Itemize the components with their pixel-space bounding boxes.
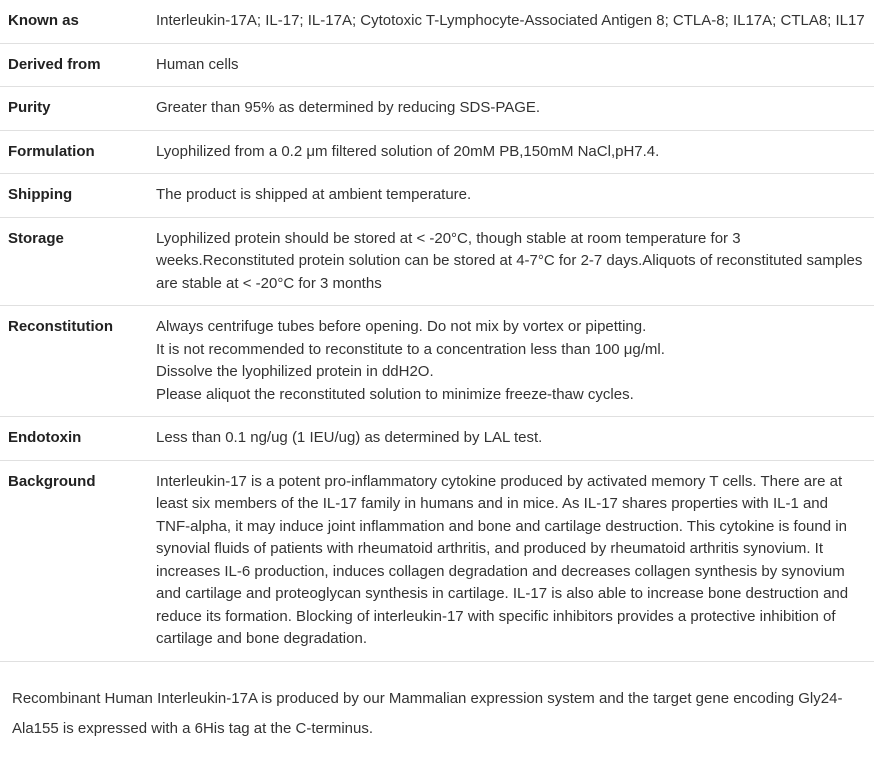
spec-row-label: Storage [0,217,148,306]
spec-row-label: Shipping [0,174,148,218]
spec-row-label: Formulation [0,130,148,174]
spec-row-value: Lyophilized protein should be stored at … [148,217,874,306]
spec-row-value: The product is shipped at ambient temper… [148,174,874,218]
spec-row-value: Greater than 95% as determined by reduci… [148,87,874,131]
spec-row-label: Endotoxin [0,417,148,461]
spec-row: BackgroundInterleukin-17 is a potent pro… [0,460,874,661]
spec-table-body: Known asInterleukin-17A; IL-17; IL-17A; … [0,0,874,661]
spec-row-value-line: It is not recommended to reconstitute to… [156,339,866,362]
spec-row: EndotoxinLess than 0.1 ng/ug (1 IEU/ug) … [0,417,874,461]
spec-row-value: Less than 0.1 ng/ug (1 IEU/ug) as determ… [148,417,874,461]
footer-description: Recombinant Human Interleukin-17A is pro… [0,684,874,744]
spec-row-value: Interleukin-17 is a potent pro-inflammat… [148,460,874,661]
spec-row-value-line: Always centrifuge tubes before opening. … [156,316,866,339]
spec-row-value: Interleukin-17A; IL-17; IL-17A; Cytotoxi… [148,0,874,43]
spec-row: ShippingThe product is shipped at ambien… [0,174,874,218]
spec-row: StorageLyophilized protein should be sto… [0,217,874,306]
spec-row-value-line: Dissolve the lyophilized protein in ddH2… [156,361,866,384]
spec-row-label: Known as [0,0,148,43]
spec-row-label: Reconstitution [0,306,148,417]
spec-row-value: Lyophilized from a 0.2 μm filtered solut… [148,130,874,174]
spec-row-label: Background [0,460,148,661]
spec-row-label: Derived from [0,43,148,87]
spec-row: PurityGreater than 95% as determined by … [0,87,874,131]
spec-row-value: Always centrifuge tubes before opening. … [148,306,874,417]
spec-row: FormulationLyophilized from a 0.2 μm fil… [0,130,874,174]
spec-table: Known asInterleukin-17A; IL-17; IL-17A; … [0,0,874,662]
spec-row-value: Human cells [148,43,874,87]
spec-row: Reconstitution Always centrifuge tubes be… [0,306,874,417]
spec-row: Known asInterleukin-17A; IL-17; IL-17A; … [0,0,874,43]
spec-row-label: Purity [0,87,148,131]
spec-row: Derived fromHuman cells [0,43,874,87]
spec-row-value-line: Please aliquot the reconstituted solutio… [156,384,866,407]
